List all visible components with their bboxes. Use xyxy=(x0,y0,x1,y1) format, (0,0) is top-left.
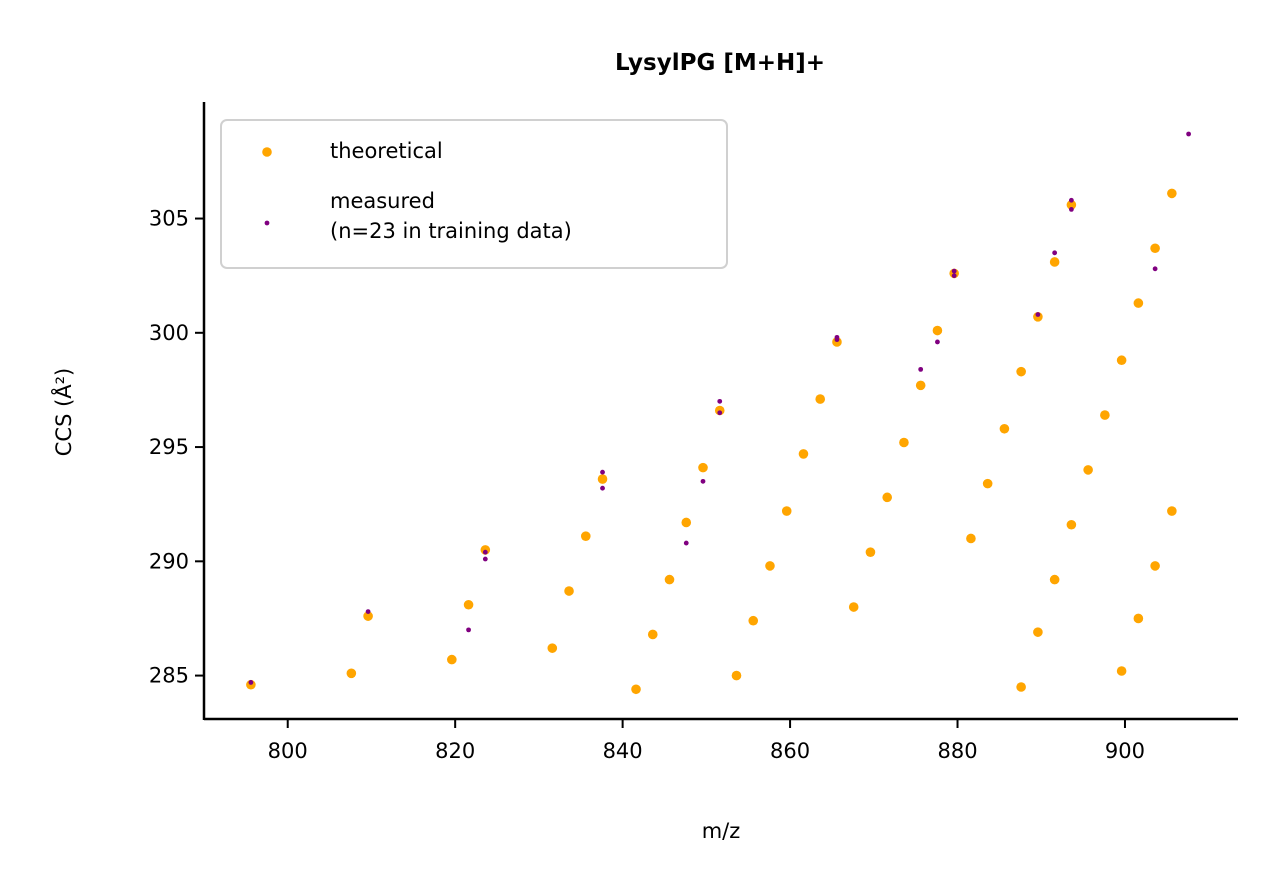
measured-point xyxy=(1052,250,1058,256)
theoretical-point xyxy=(647,629,658,640)
x-tick-label: 840 xyxy=(603,739,643,763)
legend-label-measured: measured (n=23 in training data) xyxy=(330,189,572,243)
theoretical-point xyxy=(597,474,608,484)
y-tick-label: 290 xyxy=(149,549,189,573)
x-axis-title: m/z xyxy=(702,819,741,843)
theoretical-point xyxy=(865,547,876,557)
theoretical-point xyxy=(447,654,457,665)
theoretical-point xyxy=(899,437,909,448)
y-axis: 285 290 295 300 305 CCS (Å²) xyxy=(50,102,206,720)
y-tick-label: 295 xyxy=(149,435,189,459)
chart-title: LysylPG [M+H]+ xyxy=(615,50,825,76)
measured-point xyxy=(365,609,371,614)
y-ticks: 285 290 295 300 305 xyxy=(149,207,204,688)
theoretical-point xyxy=(1167,506,1177,516)
measured-point xyxy=(951,273,957,279)
measured-point xyxy=(1035,312,1041,317)
theoretical-point xyxy=(1033,627,1043,637)
theoretical-point xyxy=(1150,243,1160,254)
legend-label-theoretical: theoretical xyxy=(330,139,443,163)
theoretical-point xyxy=(1133,298,1144,308)
x-tick-label: 820 xyxy=(435,739,475,763)
legend-label-measured-line-1: measured xyxy=(330,189,435,213)
measured-point xyxy=(466,627,471,633)
x-tick-label: 860 xyxy=(770,739,810,763)
x-tick-label: 880 xyxy=(937,739,977,763)
theoretical-point xyxy=(664,574,675,585)
measured-point xyxy=(1068,207,1074,212)
measured-point xyxy=(717,398,723,404)
theoretical-point xyxy=(798,449,809,459)
measured-point xyxy=(683,540,689,546)
theoretical-point xyxy=(1049,257,1060,267)
theoretical-point xyxy=(346,668,357,679)
legend-label-measured-line-2: (n=23 in training data) xyxy=(330,219,572,243)
measured-point xyxy=(717,410,723,416)
theoretical-point xyxy=(580,531,591,541)
x-tick-label: 800 xyxy=(268,739,308,763)
theoretical-point xyxy=(1100,410,1110,420)
theoretical-point xyxy=(1116,666,1127,676)
measured-point xyxy=(482,556,488,562)
theoretical-point xyxy=(463,599,474,610)
theoretical-point xyxy=(1016,682,1026,692)
y-tick-label: 305 xyxy=(149,207,189,231)
y-tick-label: 300 xyxy=(149,321,189,345)
theoretical-point xyxy=(698,462,708,473)
theoretical-point xyxy=(1049,574,1060,585)
theoretical-point xyxy=(999,423,1010,434)
y-tick-label: 285 xyxy=(149,664,189,688)
measured-point xyxy=(935,339,940,345)
legend-marker-theoretical xyxy=(262,147,272,157)
x-axis: 800 820 840 860 880 900 m/z xyxy=(204,717,1238,843)
measured-point xyxy=(248,680,254,685)
theoretical-point xyxy=(363,611,373,621)
x-ticks: 800 820 840 860 880 900 xyxy=(268,719,1145,763)
theoretical-point xyxy=(1133,613,1144,624)
theoretical-point xyxy=(1150,561,1160,571)
measured-point xyxy=(600,469,605,475)
theoretical-point xyxy=(748,615,759,626)
measured-point xyxy=(834,334,840,340)
theoretical-point xyxy=(815,394,826,404)
measured-point xyxy=(1186,131,1192,137)
y-axis-title: CCS (Å²) xyxy=(50,368,76,457)
theoretical-point xyxy=(765,561,775,571)
theoretical-point xyxy=(1116,355,1127,366)
legend-box xyxy=(220,119,728,269)
legend: theoretical measured (n=23 in training d… xyxy=(220,119,728,269)
measured-point xyxy=(700,478,706,484)
theoretical-point xyxy=(966,533,976,544)
theoretical-point xyxy=(564,586,574,596)
measured-point xyxy=(482,549,488,555)
measured-point xyxy=(1152,266,1158,272)
measured-point xyxy=(1068,197,1074,203)
theoretical-point xyxy=(982,478,993,489)
plot-area xyxy=(246,131,1192,695)
theoretical-point xyxy=(681,517,692,528)
theoretical-point xyxy=(1066,519,1077,530)
measured-point xyxy=(918,366,924,372)
theoretical-point xyxy=(731,670,742,681)
measured-point xyxy=(951,268,957,274)
x-tick-label: 900 xyxy=(1105,739,1145,763)
theoretical-point xyxy=(1016,366,1026,377)
theoretical-point xyxy=(1083,465,1093,475)
theoretical-point xyxy=(932,325,943,336)
legend-marker-measured xyxy=(264,220,270,226)
theoretical-point xyxy=(1167,188,1177,199)
theoretical-point xyxy=(781,506,792,516)
theoretical-point xyxy=(547,643,558,653)
measured-point xyxy=(600,485,605,491)
theoretical-point xyxy=(1066,200,1077,210)
theoretical-point xyxy=(631,684,641,695)
theoretical-point xyxy=(882,492,892,503)
theoretical-point xyxy=(915,380,926,391)
theoretical-point xyxy=(848,602,859,612)
